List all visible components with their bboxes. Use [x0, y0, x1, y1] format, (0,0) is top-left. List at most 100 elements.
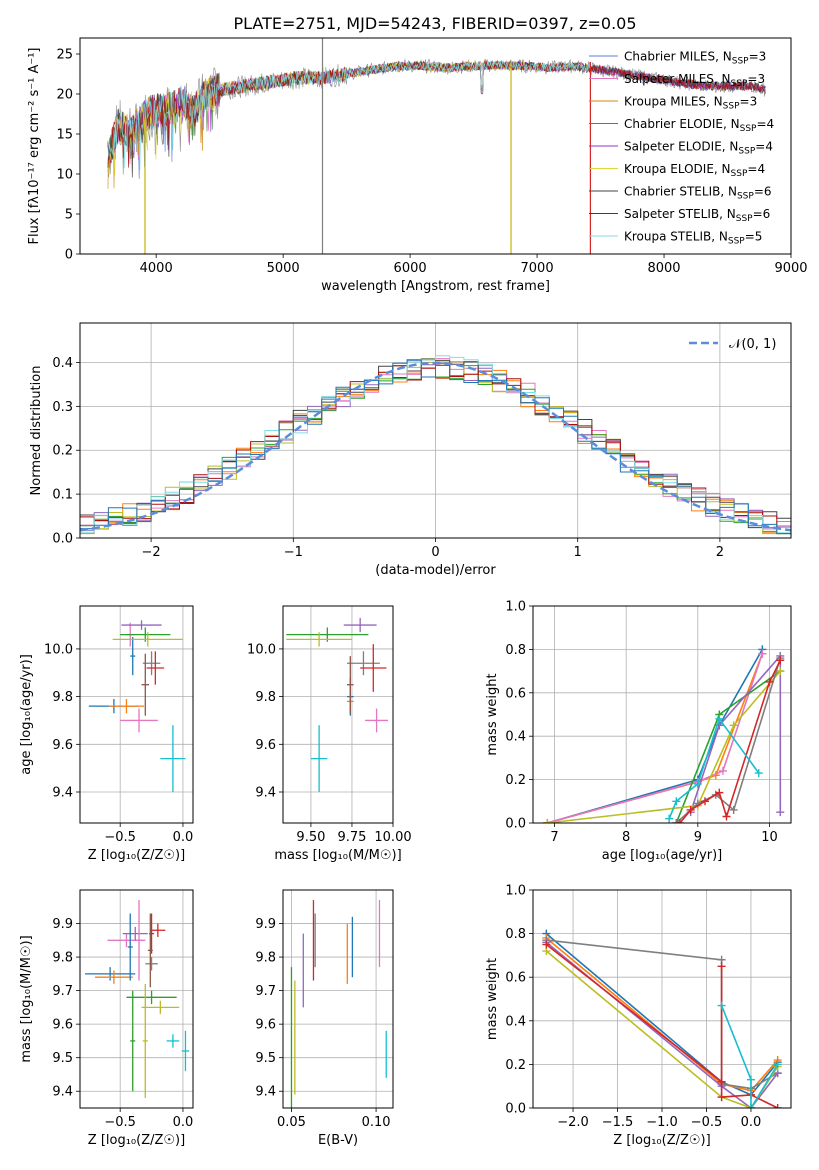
x-tick-label: 0 — [431, 545, 439, 560]
y-tick-label: 0.2 — [505, 773, 526, 788]
y-axis-label: mass weight — [485, 958, 500, 1040]
weight-marker — [542, 940, 551, 949]
y-tick-label: 0.6 — [505, 686, 526, 701]
axes-frame — [79, 889, 194, 1109]
y-axis-label: mass [log₁₀(M/M☉)] — [19, 935, 34, 1062]
y-tick-label: 9.7 — [52, 984, 73, 999]
weight-marker — [675, 819, 684, 823]
y-tick-label: 9.4 — [255, 786, 276, 801]
x-tick-label: 6000 — [394, 261, 427, 276]
y-tick-label: 9.9 — [255, 917, 276, 932]
weight-marker — [693, 779, 702, 788]
axes-frame — [532, 889, 792, 1109]
spectrum-line — [107, 60, 591, 189]
weight-marker — [729, 721, 738, 730]
x-tick-label: 8 — [622, 830, 630, 845]
y-tick-label: 0.0 — [505, 1102, 526, 1117]
weight-marker — [672, 819, 681, 823]
y-tick-label: 0.3 — [52, 400, 73, 415]
x-tick-label: 8000 — [647, 261, 680, 276]
y-tick-label: 10.0 — [247, 642, 276, 657]
axes-4 — [529, 605, 791, 827]
y-tick-label: 0.4 — [505, 730, 526, 745]
weight-marker — [686, 805, 695, 814]
legend-entry: Salpeter MILES, NSSP=3 — [624, 72, 765, 89]
weight-line — [545, 941, 779, 1108]
y-tick-label: 25 — [56, 48, 73, 63]
weight-marker — [746, 1075, 755, 1084]
x-tick-label: 7000 — [521, 261, 554, 276]
weight-marker — [715, 788, 724, 797]
y-tick-label: 9.4 — [52, 786, 73, 801]
weight-line — [689, 653, 782, 813]
x-tick-label: 7 — [550, 830, 558, 845]
weight-marker — [754, 769, 763, 778]
weight-marker — [765, 677, 774, 686]
x-tick-label: 0.10 — [362, 1115, 391, 1130]
weight-marker — [776, 808, 785, 817]
weight-marker — [773, 1104, 782, 1108]
axes-frame — [79, 322, 792, 539]
axes-frame — [282, 605, 394, 824]
y-tick-label: 5 — [65, 208, 73, 223]
x-axis-label: wavelength [Angstrom, rest frame] — [321, 279, 550, 294]
x-axis-label: Z [log₁₀(Z/Z☉)] — [613, 1133, 710, 1148]
legend-entry: 𝒩(0, 1) — [729, 337, 776, 352]
x-tick-label: 4000 — [140, 261, 173, 276]
weight-marker — [773, 1060, 782, 1069]
axes-5 — [76, 890, 193, 1112]
legend-entry: Kroupa STELIB, NSSP=5 — [624, 230, 762, 247]
x-tick-label: −0.5 — [104, 830, 136, 845]
weight-marker — [746, 1104, 755, 1108]
x-axis-label: (data-model)/error — [375, 563, 496, 578]
x-axis-label: E(B-V) — [318, 1133, 358, 1148]
weight-marker — [758, 649, 767, 658]
figure-title: PLATE=2751, MJD=54243, FIBERID=0397, z=0… — [233, 14, 636, 33]
legend-entry: Salpeter ELODIE, NSSP=4 — [624, 140, 773, 157]
weight-line — [545, 943, 779, 1108]
weight-line — [545, 937, 779, 1092]
x-tick-label: −1 — [284, 545, 303, 560]
weight-line — [545, 932, 779, 1096]
y-tick-label: 1.0 — [505, 600, 526, 615]
x-axis-label: mass [log₁₀(M/M☉)] — [274, 848, 401, 863]
x-tick-label: 0.0 — [173, 830, 194, 845]
weight-marker — [543, 819, 552, 823]
legend-entry: Salpeter STELIB, NSSP=6 — [624, 207, 770, 224]
y-tick-label: 9.6 — [255, 738, 276, 753]
x-tick-label: −1.0 — [646, 1115, 678, 1130]
y-tick-label: 9.5 — [52, 1051, 73, 1066]
y-tick-label: 9.6 — [255, 1018, 276, 1033]
x-tick-label: 0.0 — [741, 1115, 762, 1130]
y-tick-label: 9.9 — [52, 917, 73, 932]
y-tick-label: 10.0 — [44, 642, 73, 657]
weight-marker — [715, 714, 724, 723]
y-tick-label: 0.1 — [52, 488, 73, 503]
x-axis-label: age [log₁₀(age/yr)] — [602, 848, 723, 863]
weight-line — [547, 670, 781, 823]
legend-entry: Chabrier MILES, NSSP=3 — [624, 50, 766, 67]
x-tick-label: 0.05 — [277, 1115, 306, 1130]
x-axis-label: Z [log₁₀(Z/Z☉)] — [88, 1133, 185, 1148]
weight-marker — [722, 812, 731, 821]
axes-7 — [529, 889, 791, 1112]
y-tick-label: 15 — [56, 128, 73, 143]
spectrum-line — [107, 60, 591, 171]
x-tick-label: 1 — [574, 545, 582, 560]
weight-marker — [717, 962, 726, 971]
weight-marker — [776, 656, 785, 665]
y-tick-label: 0.4 — [505, 1014, 526, 1029]
weight-marker — [665, 814, 674, 823]
weight-marker — [776, 667, 785, 676]
y-tick-label: 9.7 — [255, 984, 276, 999]
x-axis-label: Z [log₁₀(Z/Z☉)] — [88, 848, 185, 863]
x-tick-label: 9.50 — [296, 830, 325, 845]
axes-2 — [76, 606, 193, 827]
weight-marker — [717, 1077, 726, 1086]
y-tick-label: 9.8 — [52, 690, 73, 705]
legend-entry: Kroupa MILES, NSSP=3 — [624, 95, 757, 112]
weight-marker — [717, 1001, 726, 1010]
weight-line — [675, 670, 781, 823]
y-tick-label: 0.2 — [505, 1058, 526, 1073]
